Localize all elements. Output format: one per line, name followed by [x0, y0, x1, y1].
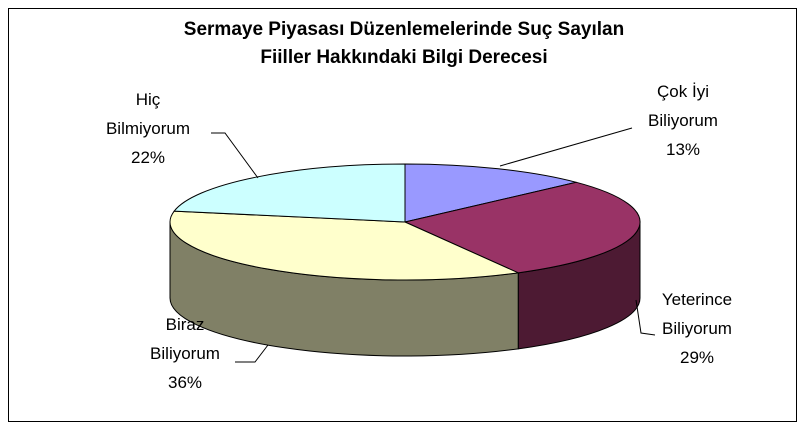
leader-line: [211, 132, 259, 179]
data-label-value: 13%: [666, 140, 700, 159]
data-label-value: 29%: [680, 348, 714, 367]
data-label-category: Yeterince Biliyorum: [662, 290, 732, 338]
slice: [173, 163, 406, 223]
data-label-category: Biraz Biliyorum: [150, 315, 220, 363]
slice: [404, 163, 577, 223]
data-label-category: Çok İyi Biliyorum: [648, 82, 718, 130]
data-label-value: 22%: [131, 148, 165, 167]
slice: [169, 210, 521, 281]
leader-line: [635, 299, 656, 336]
data-label-category: Hiç Bilmiyorum: [106, 90, 190, 138]
leader-line: [499, 127, 633, 167]
slice: [403, 181, 641, 274]
data-label-value: 36%: [168, 373, 202, 392]
leader-line: [235, 344, 269, 363]
chart-title: Sermaye Piyasası Düzenlemelerinde Suç Sa…: [184, 19, 624, 68]
